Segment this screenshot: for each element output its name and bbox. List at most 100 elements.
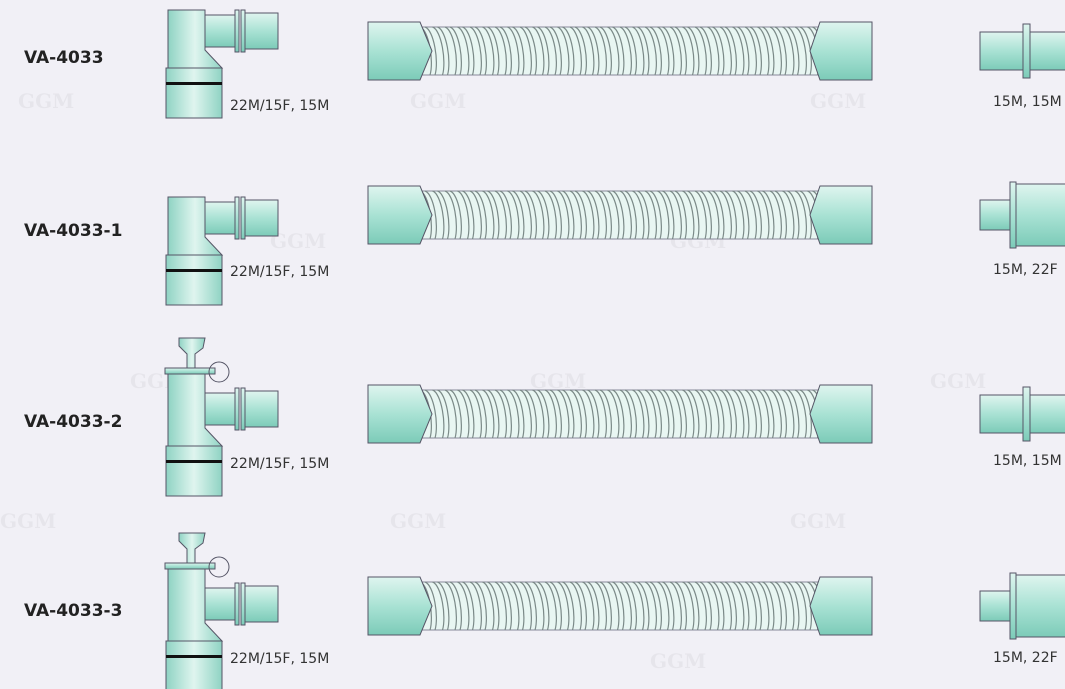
tube-coil (482, 581, 500, 631)
tube-coil (519, 389, 537, 439)
tube-coil (757, 389, 775, 439)
tube-coil (694, 26, 712, 76)
elbow-label: 22M/15F, 15M (230, 98, 329, 114)
cap-strap (164, 367, 216, 375)
tube-coil (457, 26, 475, 76)
tube-cuff-right (809, 576, 873, 636)
connector-collar (1022, 386, 1031, 442)
tube-coil (769, 389, 787, 439)
tube-coil (494, 190, 512, 240)
watermark: GGM (930, 369, 986, 393)
tube-coil (644, 581, 662, 631)
tube-coil (469, 190, 487, 240)
elbow-body (165, 445, 223, 497)
tube-coil (432, 26, 450, 76)
tube-coil (732, 389, 750, 439)
elbow-body (165, 67, 223, 119)
tube-coil (594, 581, 612, 631)
tube-coil (644, 190, 662, 240)
tube-coil (444, 190, 462, 240)
connector-big (1009, 574, 1065, 638)
tube-coil (519, 26, 537, 76)
tube-coil (769, 581, 787, 631)
tube-coil (519, 190, 537, 240)
tube-coil (482, 389, 500, 439)
tube-coil (694, 190, 712, 240)
elbow-upper (167, 373, 224, 447)
tube-coil (582, 389, 600, 439)
elbow-port (204, 587, 236, 621)
tube-coil (457, 389, 475, 439)
connector-small (979, 199, 1013, 231)
tube-coil (619, 389, 637, 439)
connector-small (979, 590, 1013, 622)
tube-coil (469, 581, 487, 631)
product-code: VA-4033-1 (24, 221, 122, 241)
tube-coil (707, 190, 725, 240)
connector-label: 15M, 22F (993, 262, 1058, 278)
tube-coil (557, 581, 575, 631)
connector-label: 15M, 15M (993, 94, 1062, 110)
elbow-band (166, 82, 222, 85)
watermark: GGM (790, 509, 846, 533)
cap-strap (164, 562, 216, 570)
tube-cuff-left (367, 384, 433, 444)
tube-cuff-right (809, 384, 873, 444)
tube-coil (782, 389, 800, 439)
connector-collar (1009, 572, 1017, 640)
tube-coil (432, 190, 450, 240)
tube-coil (657, 389, 675, 439)
tube-coil (519, 581, 537, 631)
tube-coil (769, 190, 787, 240)
elbow-band (166, 655, 222, 658)
elbow-ring (234, 9, 240, 53)
tube-coil (744, 389, 762, 439)
watermark: GGM (270, 229, 326, 253)
tube-coil (544, 389, 562, 439)
tube-coil (557, 389, 575, 439)
tube-cuff-right (809, 21, 873, 81)
tube-coil (582, 581, 600, 631)
tube-coil (657, 581, 675, 631)
tube-coil (557, 26, 575, 76)
connector-collar (1009, 181, 1017, 249)
tube-coil (532, 26, 550, 76)
elbow-band (166, 269, 222, 272)
tube-coil (744, 581, 762, 631)
tube-coil (607, 389, 625, 439)
tube-coil (457, 190, 475, 240)
tube-coil (582, 26, 600, 76)
elbow-ring (234, 582, 240, 626)
tube-coil (719, 190, 737, 240)
elbow-ring (240, 9, 246, 53)
tube-coil (794, 190, 812, 240)
tube-coil (482, 26, 500, 76)
tube-coil (732, 190, 750, 240)
tube-coil (532, 389, 550, 439)
tube-coil (494, 26, 512, 76)
elbow-body (165, 640, 223, 689)
tube-coil (682, 26, 700, 76)
tube-coil (507, 389, 525, 439)
tube-coil (507, 26, 525, 76)
tube-coil (544, 190, 562, 240)
product-row: VA-4033 22M/15F, 15M 15M, 15M (24, 9, 1065, 119)
tube-coil (757, 581, 775, 631)
connector-label: 15M, 22F (993, 650, 1058, 666)
elbow-body (165, 254, 223, 306)
cap-ring (208, 361, 230, 383)
tube-coil (544, 26, 562, 76)
product-code: VA-4033 (24, 48, 104, 68)
tube-coil (669, 190, 687, 240)
tube-coil (794, 389, 812, 439)
watermark: GGM (410, 89, 466, 113)
tube-coil (444, 26, 462, 76)
elbow-port (204, 201, 236, 235)
tube-coil (644, 26, 662, 76)
tube-cuff-left (367, 576, 433, 636)
tube-coil (532, 190, 550, 240)
tube-coil (594, 26, 612, 76)
tube-coil (569, 581, 587, 631)
tube-coil (719, 389, 737, 439)
